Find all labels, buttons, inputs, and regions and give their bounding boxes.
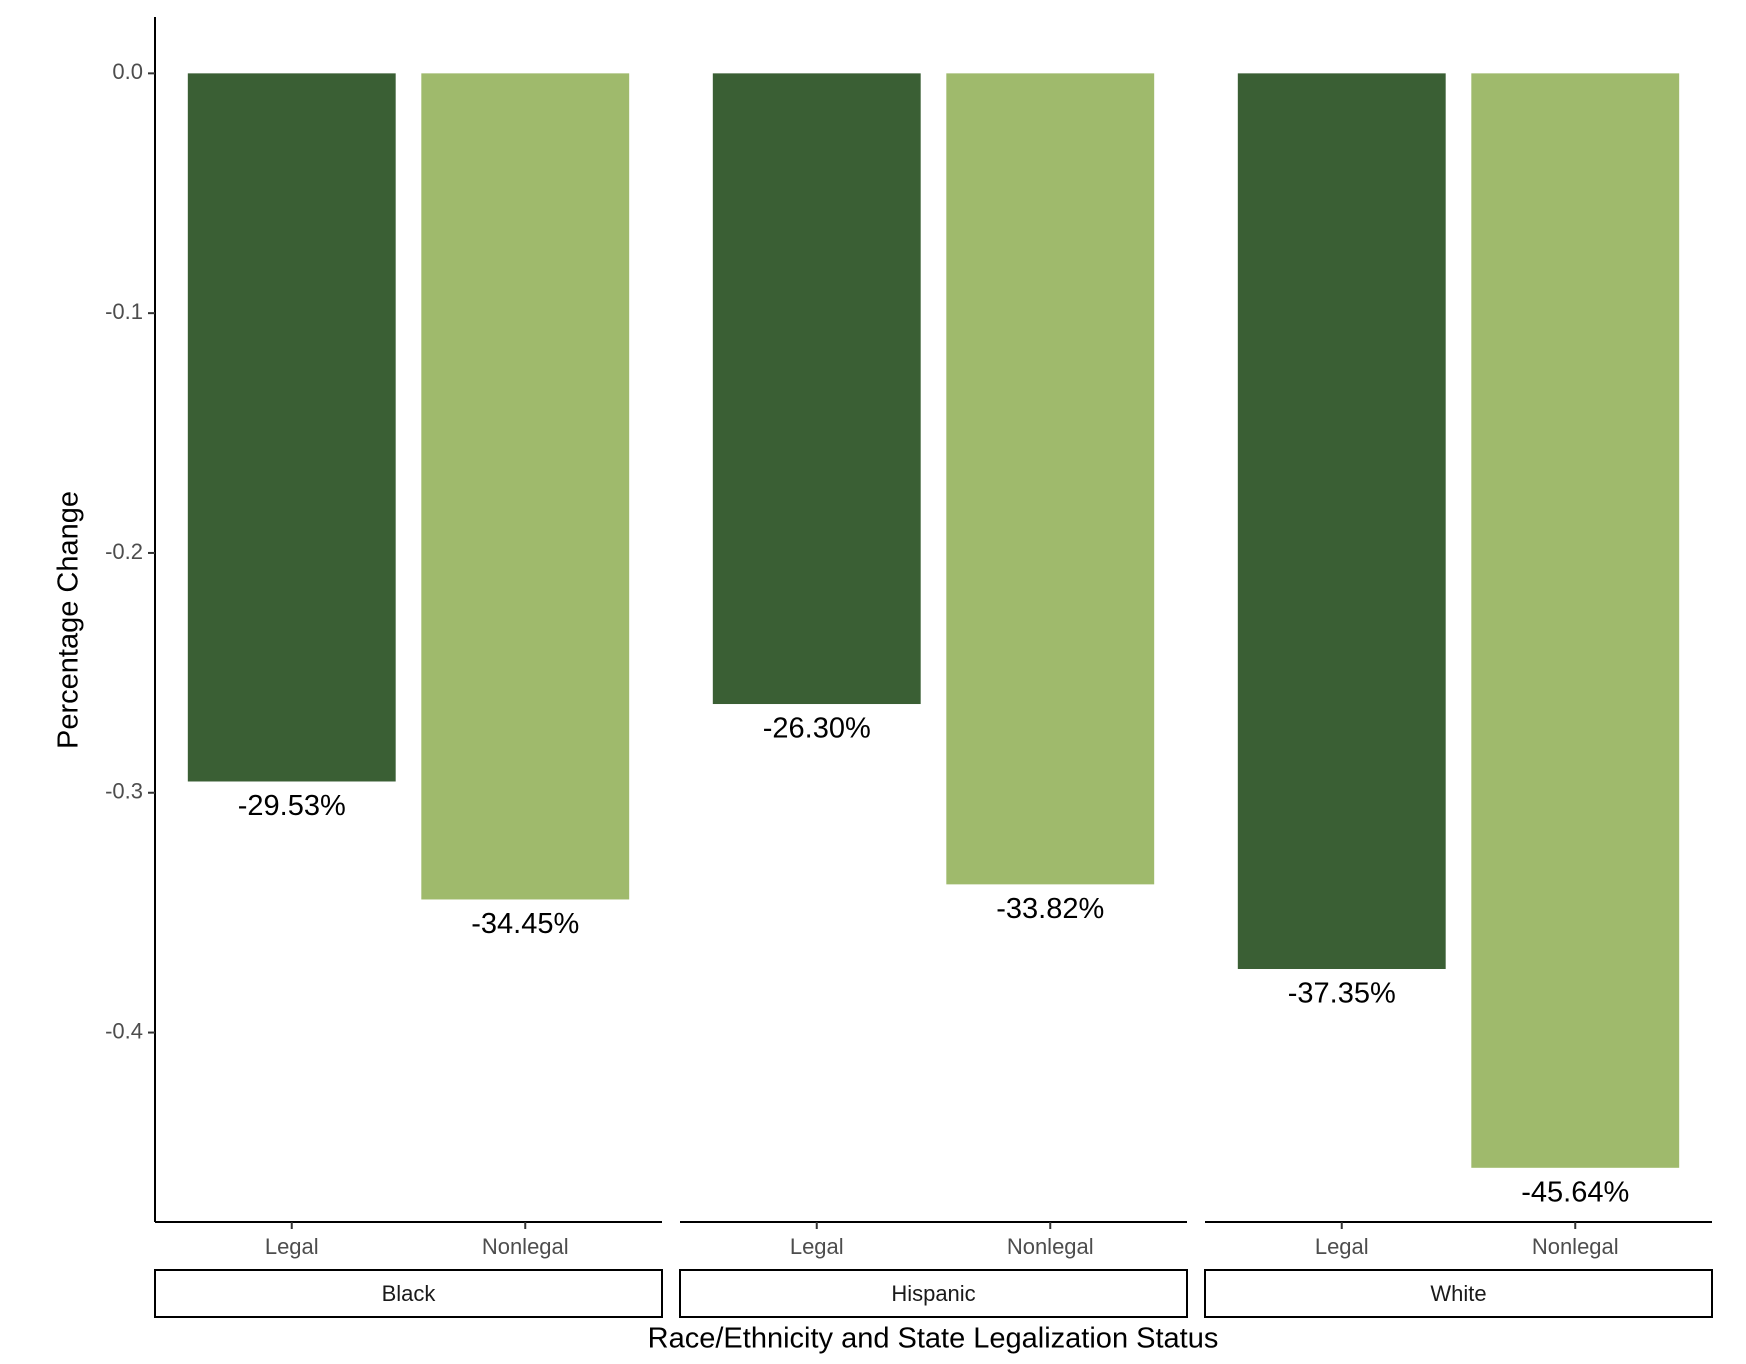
y-tick-label: -0.1 xyxy=(105,299,143,324)
strip-box xyxy=(1204,1269,1713,1318)
x-tick-label: Legal xyxy=(265,1234,319,1259)
bar xyxy=(1471,73,1680,1168)
x-axis-title: Race/Ethnicity and State Legalization St… xyxy=(648,1323,1219,1355)
y-axis-title: Percentage Change xyxy=(53,491,85,749)
strip-label: White xyxy=(1430,1281,1486,1306)
value-label: -29.53% xyxy=(238,790,346,822)
bar xyxy=(187,73,396,782)
value-label: -45.64% xyxy=(1521,1176,1629,1208)
bar xyxy=(712,73,921,705)
value-label: -34.45% xyxy=(471,908,579,940)
bar xyxy=(421,73,630,900)
strip-label: Black xyxy=(382,1281,437,1306)
y-tick-label: -0.4 xyxy=(105,1018,143,1043)
value-label: -37.35% xyxy=(1288,978,1396,1010)
x-tick-label: Nonlegal xyxy=(1532,1234,1619,1259)
value-label: -26.30% xyxy=(763,713,871,745)
bar xyxy=(1237,73,1446,970)
strip-label: Hispanic xyxy=(891,1281,975,1306)
y-tick-label: 0.0 xyxy=(112,59,143,84)
value-label: -33.82% xyxy=(996,893,1104,925)
strip-box xyxy=(154,1269,663,1318)
x-tick-label: Legal xyxy=(1315,1234,1369,1259)
x-tick-label: Legal xyxy=(790,1234,844,1259)
bar xyxy=(946,73,1155,885)
y-tick-label: -0.3 xyxy=(105,779,143,804)
strip-box xyxy=(679,1269,1188,1318)
y-tick-label: -0.2 xyxy=(105,539,143,564)
x-tick-label: Nonlegal xyxy=(482,1234,569,1259)
x-tick-label: Nonlegal xyxy=(1007,1234,1094,1259)
